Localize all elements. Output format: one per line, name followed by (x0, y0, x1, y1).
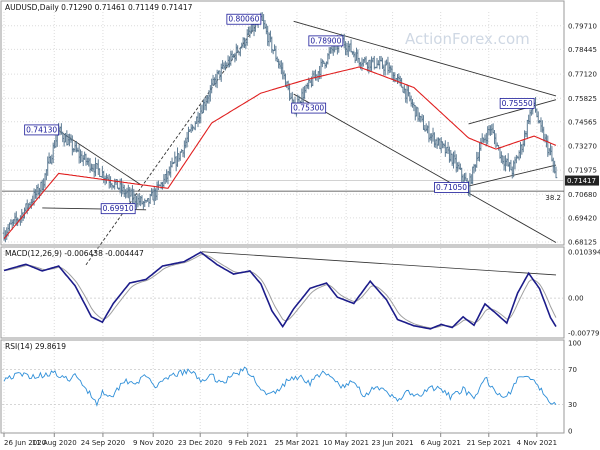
trendline (293, 20, 557, 97)
x-tick-label: 23 Jun 2021 (372, 439, 414, 447)
macd-signal-line (3, 253, 557, 329)
price-y-tick-label: 0.78445 (568, 46, 597, 54)
price-annotation-box (499, 98, 535, 109)
rsi-y-tick-label: 100 (568, 340, 581, 348)
price-annotation-label: 0.74130 (26, 125, 57, 134)
price-y-tick-label: 0.73270 (568, 142, 597, 150)
x-tick-label: 9 Feb 2021 (228, 439, 267, 447)
rsi-panel-frame (0, 339, 565, 434)
price-y-tick-label: 0.68125 (568, 239, 597, 247)
price-panel: ActionForex.com AUDUSD,Daily 0.71290 0.7… (0, 0, 599, 266)
current-price-badge (565, 175, 599, 186)
macd-trendline (201, 251, 557, 276)
x-tick-label: 10 May 2021 (323, 439, 369, 447)
x-tick-label: 11 Aug 2020 (32, 439, 77, 447)
rsi-header: RSI(14) 29.8619 (5, 342, 66, 351)
macd-panel-frame (0, 246, 565, 339)
price-panel-frame (0, 0, 565, 246)
moving-average-line (3, 66, 557, 240)
price-y-tick-label: 0.70680 (568, 191, 597, 199)
rsi-y-tick-label: 0 (568, 428, 572, 436)
fib-label: 38.2 (545, 194, 561, 202)
x-tick-label: 25 Mar 2021 (275, 439, 319, 447)
x-tick-label: 9 Nov 2020 (133, 439, 173, 447)
price-annotation-label: 0.71050 (436, 183, 467, 192)
price-annotation-label: 0.78900 (310, 36, 341, 45)
price-y-tick-label: 0.79710 (568, 22, 597, 30)
trendline (468, 99, 557, 125)
watermark: ActionForex.com (405, 30, 530, 48)
x-tick-label: 21 Sep 2021 (467, 439, 511, 447)
rsi-y-tick-label: 70 (568, 366, 577, 374)
macd-y-tick-label: 0.00 (568, 295, 584, 303)
price-annotation-box (434, 182, 469, 193)
macd-y-tick-label: 0.010394 (568, 248, 600, 256)
x-tick-label: 23 Dec 2020 (178, 439, 223, 447)
x-tick-label: 6 Aug 2021 (420, 439, 460, 447)
price-annotation-label: 0.69910 (103, 204, 134, 213)
rsi-panel: RSI(14) 29.8619 100 70 30 0 (0, 339, 581, 436)
macd-header: MACD(12,26,9) -0.006438 -0.004447 (5, 249, 144, 258)
price-annotation-box (24, 124, 60, 136)
rsi-line (3, 366, 557, 407)
x-tick-label: 26 Jun 2020 (4, 439, 46, 447)
macd-line (3, 251, 557, 330)
rsi-y-tick-label: 30 (568, 401, 577, 409)
price-annotation-box (308, 35, 344, 47)
macd-y-tick-label: -0.007797 (568, 329, 600, 337)
price-annotation-box (291, 102, 327, 114)
macd-panel: MACD(12,26,9) -0.006438 -0.004447 0.0103… (0, 246, 600, 339)
price-annotation-label: 0.75550 (502, 99, 533, 108)
price-annotation-label: 0.75300 (293, 104, 324, 113)
x-tick-label: 24 Sep 2020 (81, 439, 125, 447)
x-tick-label: 4 Nov 2021 (517, 439, 557, 447)
price-header: AUDUSD,Daily 0.71290 0.71461 0.71149 0.7… (5, 3, 193, 12)
price-annotation-box (100, 203, 136, 215)
price-annotation-box (226, 13, 262, 25)
price-y-tick-label: 0.69420 (568, 214, 597, 222)
price-y-tick-label: 0.77120 (568, 71, 597, 79)
current-price-label: 0.71417 (567, 177, 596, 185)
price-y-tick-label: 0.74565 (568, 118, 597, 126)
price-y-tick-label: 0.71975 (568, 167, 597, 175)
price-y-tick-label: 0.75825 (568, 95, 597, 103)
price-annotation-label: 0.80060 (228, 15, 259, 24)
trendline (293, 93, 557, 243)
